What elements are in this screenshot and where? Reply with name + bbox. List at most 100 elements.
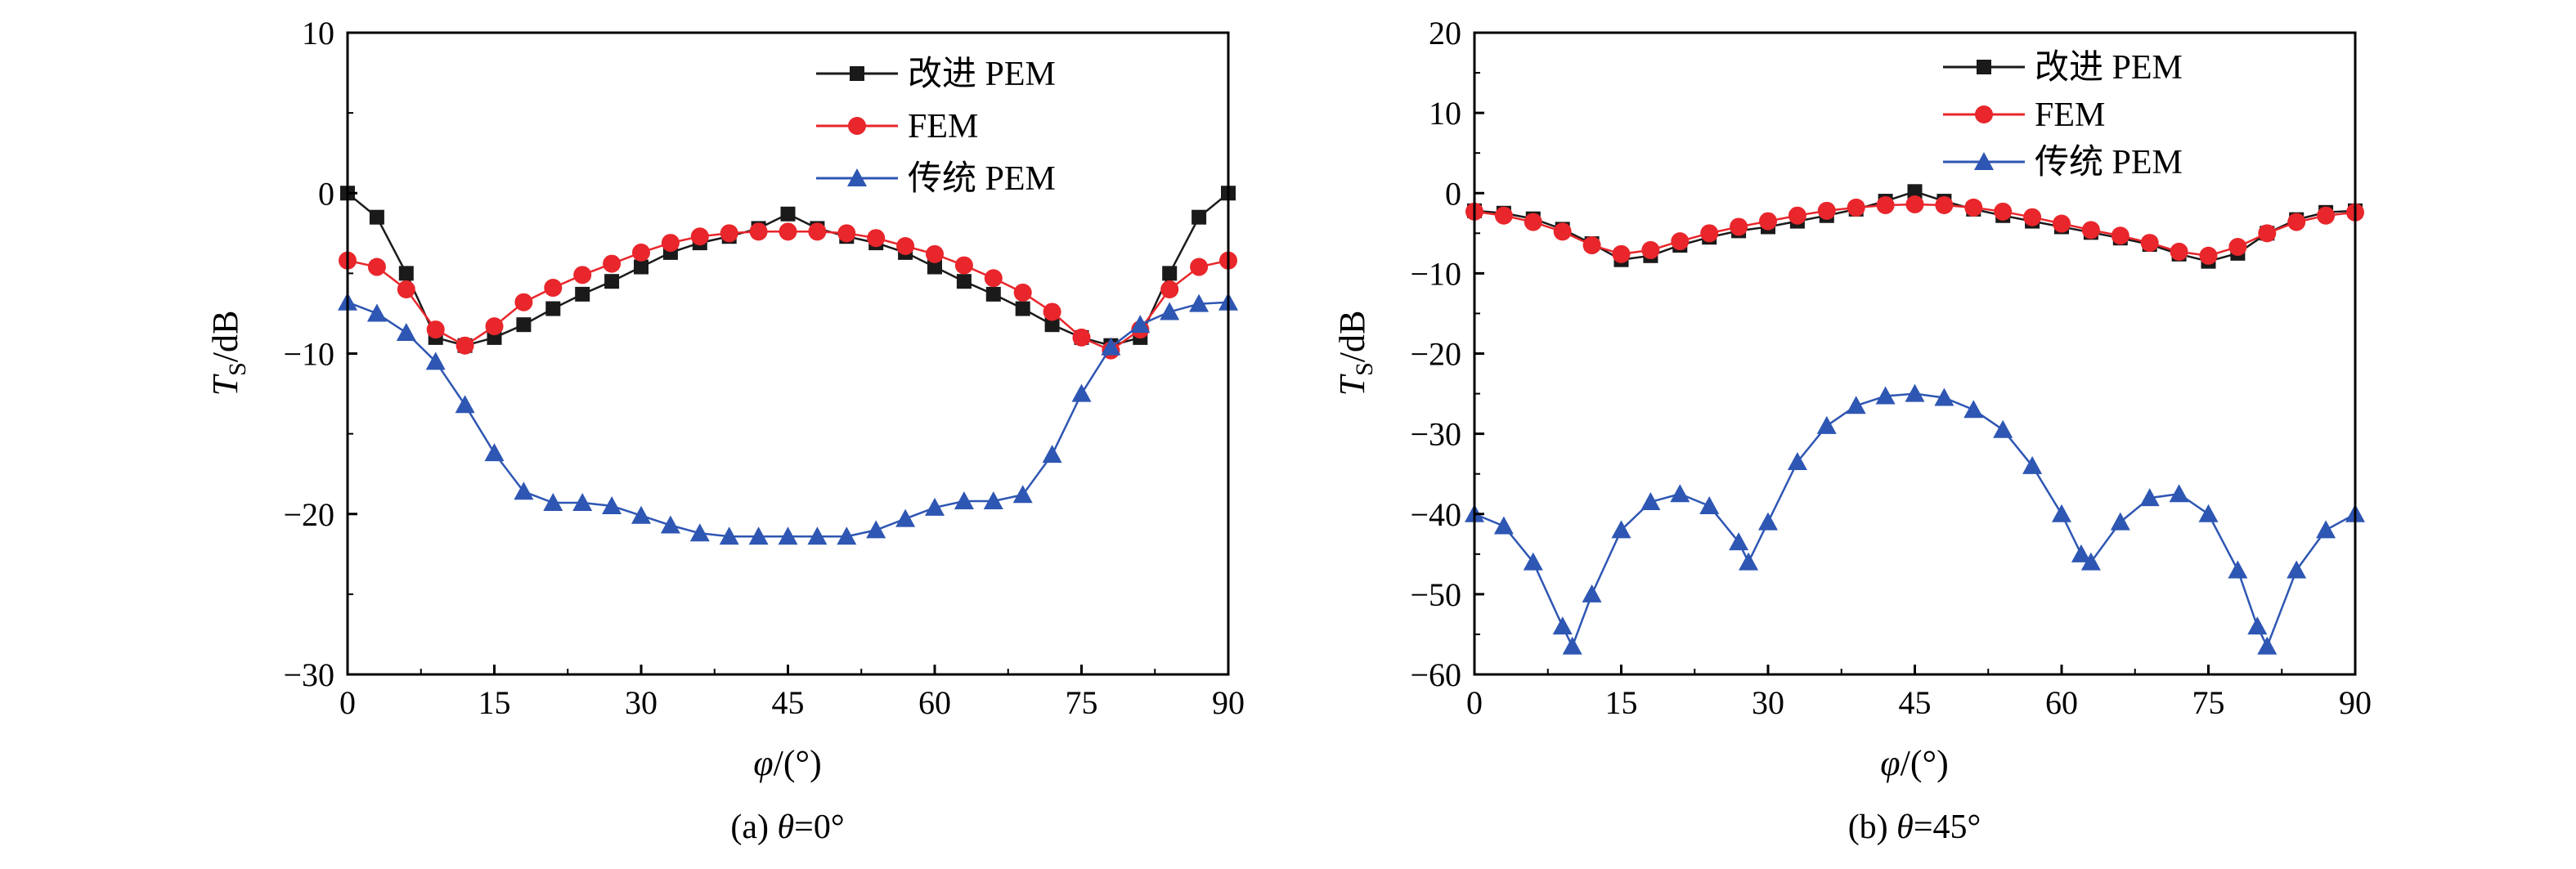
- y-tick-label: −40: [1410, 496, 1461, 533]
- data-point: [1160, 302, 1180, 320]
- series-1: [339, 222, 1237, 360]
- data-point: [661, 234, 680, 253]
- data-point: [603, 254, 622, 273]
- data-point: [396, 322, 416, 341]
- data-point: [1876, 195, 1895, 214]
- y-ticks-a: −30 −20 −10 0 10: [283, 15, 357, 693]
- x-tick-label: 15: [478, 684, 511, 721]
- data-point: [367, 258, 386, 276]
- y-tick-label: −30: [283, 656, 334, 693]
- legend-marker: [1974, 152, 1994, 170]
- data-point: [808, 222, 827, 241]
- y-ticks-b: −60 −50 −40 −30 −20 −10 0 10 20: [1410, 15, 1484, 693]
- series-line: [1474, 392, 2356, 649]
- y-tick-label: −30: [1410, 416, 1461, 453]
- data-point: [1015, 301, 1030, 316]
- data-point: [748, 526, 769, 545]
- data-point: [2139, 488, 2160, 507]
- y-tick-label: 0: [318, 175, 334, 212]
- data-point: [1788, 206, 1806, 225]
- series-line: [347, 231, 1229, 352]
- x-tick-label: 90: [2339, 684, 2372, 721]
- data-point: [2080, 552, 2101, 571]
- data-point: [2140, 234, 2159, 253]
- data-point: [1963, 400, 1984, 419]
- y-tick-label: 10: [1429, 95, 1461, 132]
- data-point: [807, 526, 828, 545]
- data-point: [1043, 302, 1061, 321]
- data-point: [2111, 226, 2129, 245]
- data-point: [1160, 280, 1179, 298]
- legend-item: 改进 PEM: [1943, 49, 2183, 87]
- data-point: [1729, 532, 1749, 551]
- data-point: [1671, 232, 1690, 251]
- data-point: [983, 491, 1003, 510]
- data-point: [2287, 560, 2307, 579]
- data-point: [2228, 237, 2247, 256]
- data-point: [545, 301, 561, 316]
- plot-frame-a: [346, 31, 1230, 676]
- data-point: [1905, 195, 1924, 213]
- data-point: [1013, 283, 1032, 302]
- legend-item: 改进 PEM: [816, 56, 1056, 93]
- data-point: [954, 491, 974, 510]
- y-tick-label: −60: [1410, 656, 1461, 693]
- x-tick-label: 0: [339, 684, 356, 721]
- data-point: [1130, 315, 1151, 334]
- data-point: [1524, 213, 1542, 231]
- data-point: [954, 256, 973, 275]
- data-point: [778, 526, 798, 545]
- legend-label: 传统 PEM: [2035, 144, 2183, 181]
- x-tick-label: 30: [1752, 684, 1784, 721]
- data-point: [1044, 317, 1060, 333]
- data-point: [1935, 195, 1954, 214]
- data-point: [572, 493, 593, 512]
- data-point: [1847, 198, 1865, 217]
- y-axis-label-a: TS/dB: [205, 311, 251, 396]
- data-point: [1192, 209, 1207, 225]
- data-point: [2257, 636, 2278, 655]
- data-point: [1739, 552, 1759, 571]
- data-point: [543, 493, 563, 512]
- data-point: [425, 352, 446, 370]
- data-point: [1758, 512, 1778, 531]
- x-axis-label-b: φ/(°): [1880, 743, 1948, 783]
- data-point: [631, 505, 651, 524]
- legend-marker: [848, 117, 866, 135]
- data-point: [1846, 396, 1866, 414]
- y-tick-label: 20: [1429, 15, 1461, 52]
- data-point: [455, 395, 475, 414]
- x-axis-label-a: φ/(°): [753, 743, 821, 783]
- data-point: [1042, 445, 1062, 464]
- data-point: [689, 523, 710, 542]
- data-point: [604, 274, 620, 289]
- legend-b: 改进 PEM FEM 传统 PEM: [1943, 49, 2183, 181]
- data-point: [2199, 246, 2218, 265]
- data-point: [516, 317, 532, 333]
- data-point: [1905, 383, 1925, 402]
- legend-item: 传统 PEM: [1943, 144, 2183, 181]
- data-point: [2052, 504, 2071, 522]
- data-point: [1611, 520, 1631, 539]
- series-2: [1465, 383, 2365, 655]
- data-point: [1101, 337, 1121, 356]
- data-point: [484, 443, 505, 462]
- data-point: [573, 266, 592, 284]
- data-point: [1700, 224, 1719, 243]
- data-point: [397, 280, 415, 298]
- data-point: [456, 336, 474, 355]
- data-point: [956, 274, 972, 289]
- series-line: [347, 301, 1229, 538]
- x-tick-label: 30: [625, 684, 657, 721]
- data-point: [896, 237, 915, 256]
- x-tick-label: 45: [1899, 684, 1932, 721]
- data-point: [366, 303, 387, 322]
- legend-marker: [1977, 60, 1991, 74]
- legend-marker: [847, 168, 867, 186]
- data-point: [1699, 495, 1720, 514]
- data-point: [1582, 236, 1601, 255]
- data-point: [1071, 383, 1092, 402]
- data-point: [2170, 242, 2188, 261]
- legend-marker: [850, 66, 864, 81]
- data-point: [926, 244, 944, 263]
